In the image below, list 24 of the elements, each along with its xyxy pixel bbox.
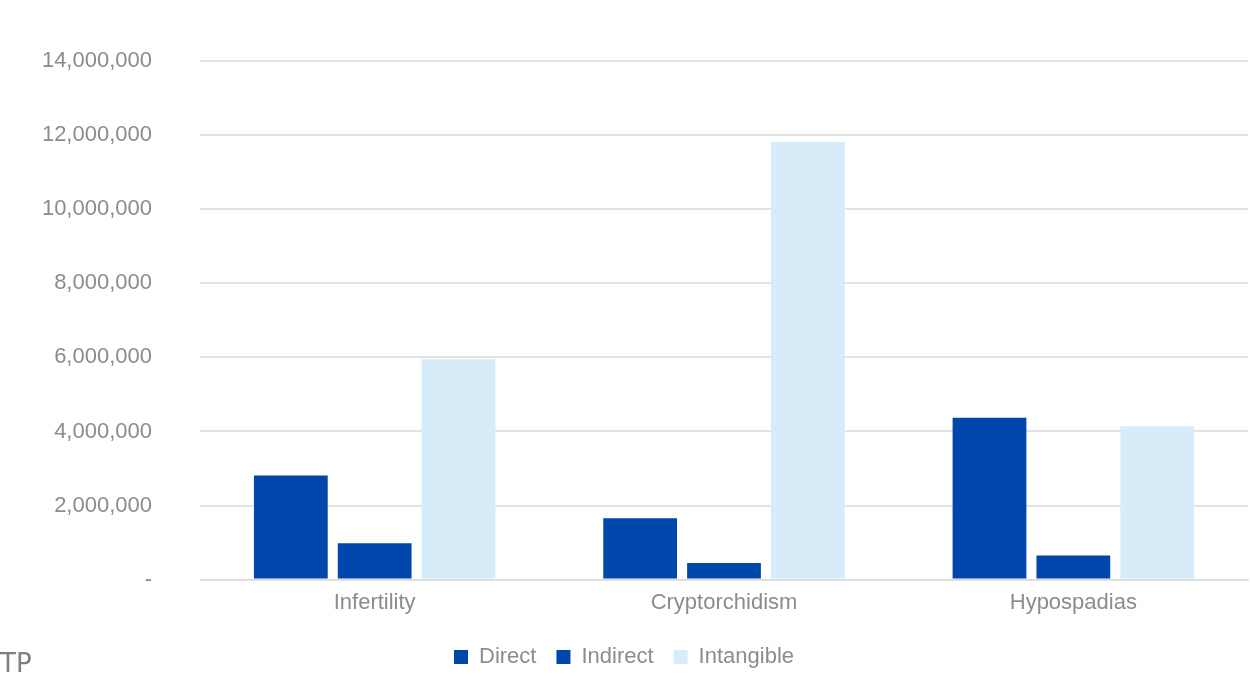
legend-label: Indirect (581, 643, 654, 669)
bar (687, 562, 761, 579)
legend-label: Direct (479, 643, 537, 669)
bar (337, 543, 412, 579)
bar (603, 518, 678, 579)
bar (421, 359, 496, 579)
bar (770, 141, 845, 579)
y-tick-label: - (144, 565, 152, 591)
y-tick-label: 6,000,000 (54, 343, 152, 369)
y-tick-label: 12,000,000 (41, 121, 152, 147)
legend-label: Intangible (698, 643, 795, 669)
bar (1120, 426, 1195, 579)
x-tick-label: Hypospadias (1009, 588, 1137, 614)
y-tick-label: 4,000,000 (54, 417, 152, 443)
y-tick-label: 8,000,000 (54, 269, 152, 295)
x-tick-label: Infertility (333, 588, 416, 614)
bar (253, 475, 328, 579)
y-tick-label: 14,000,000 (41, 47, 152, 73)
y-tick-label: 10,000,000 (41, 195, 152, 221)
x-tick-label: Cryptorchidism (650, 588, 798, 614)
y-tick-label: 2,000,000 (54, 491, 152, 517)
text: TP (0, 648, 32, 678)
bar (952, 417, 1027, 579)
bar (1036, 555, 1111, 579)
